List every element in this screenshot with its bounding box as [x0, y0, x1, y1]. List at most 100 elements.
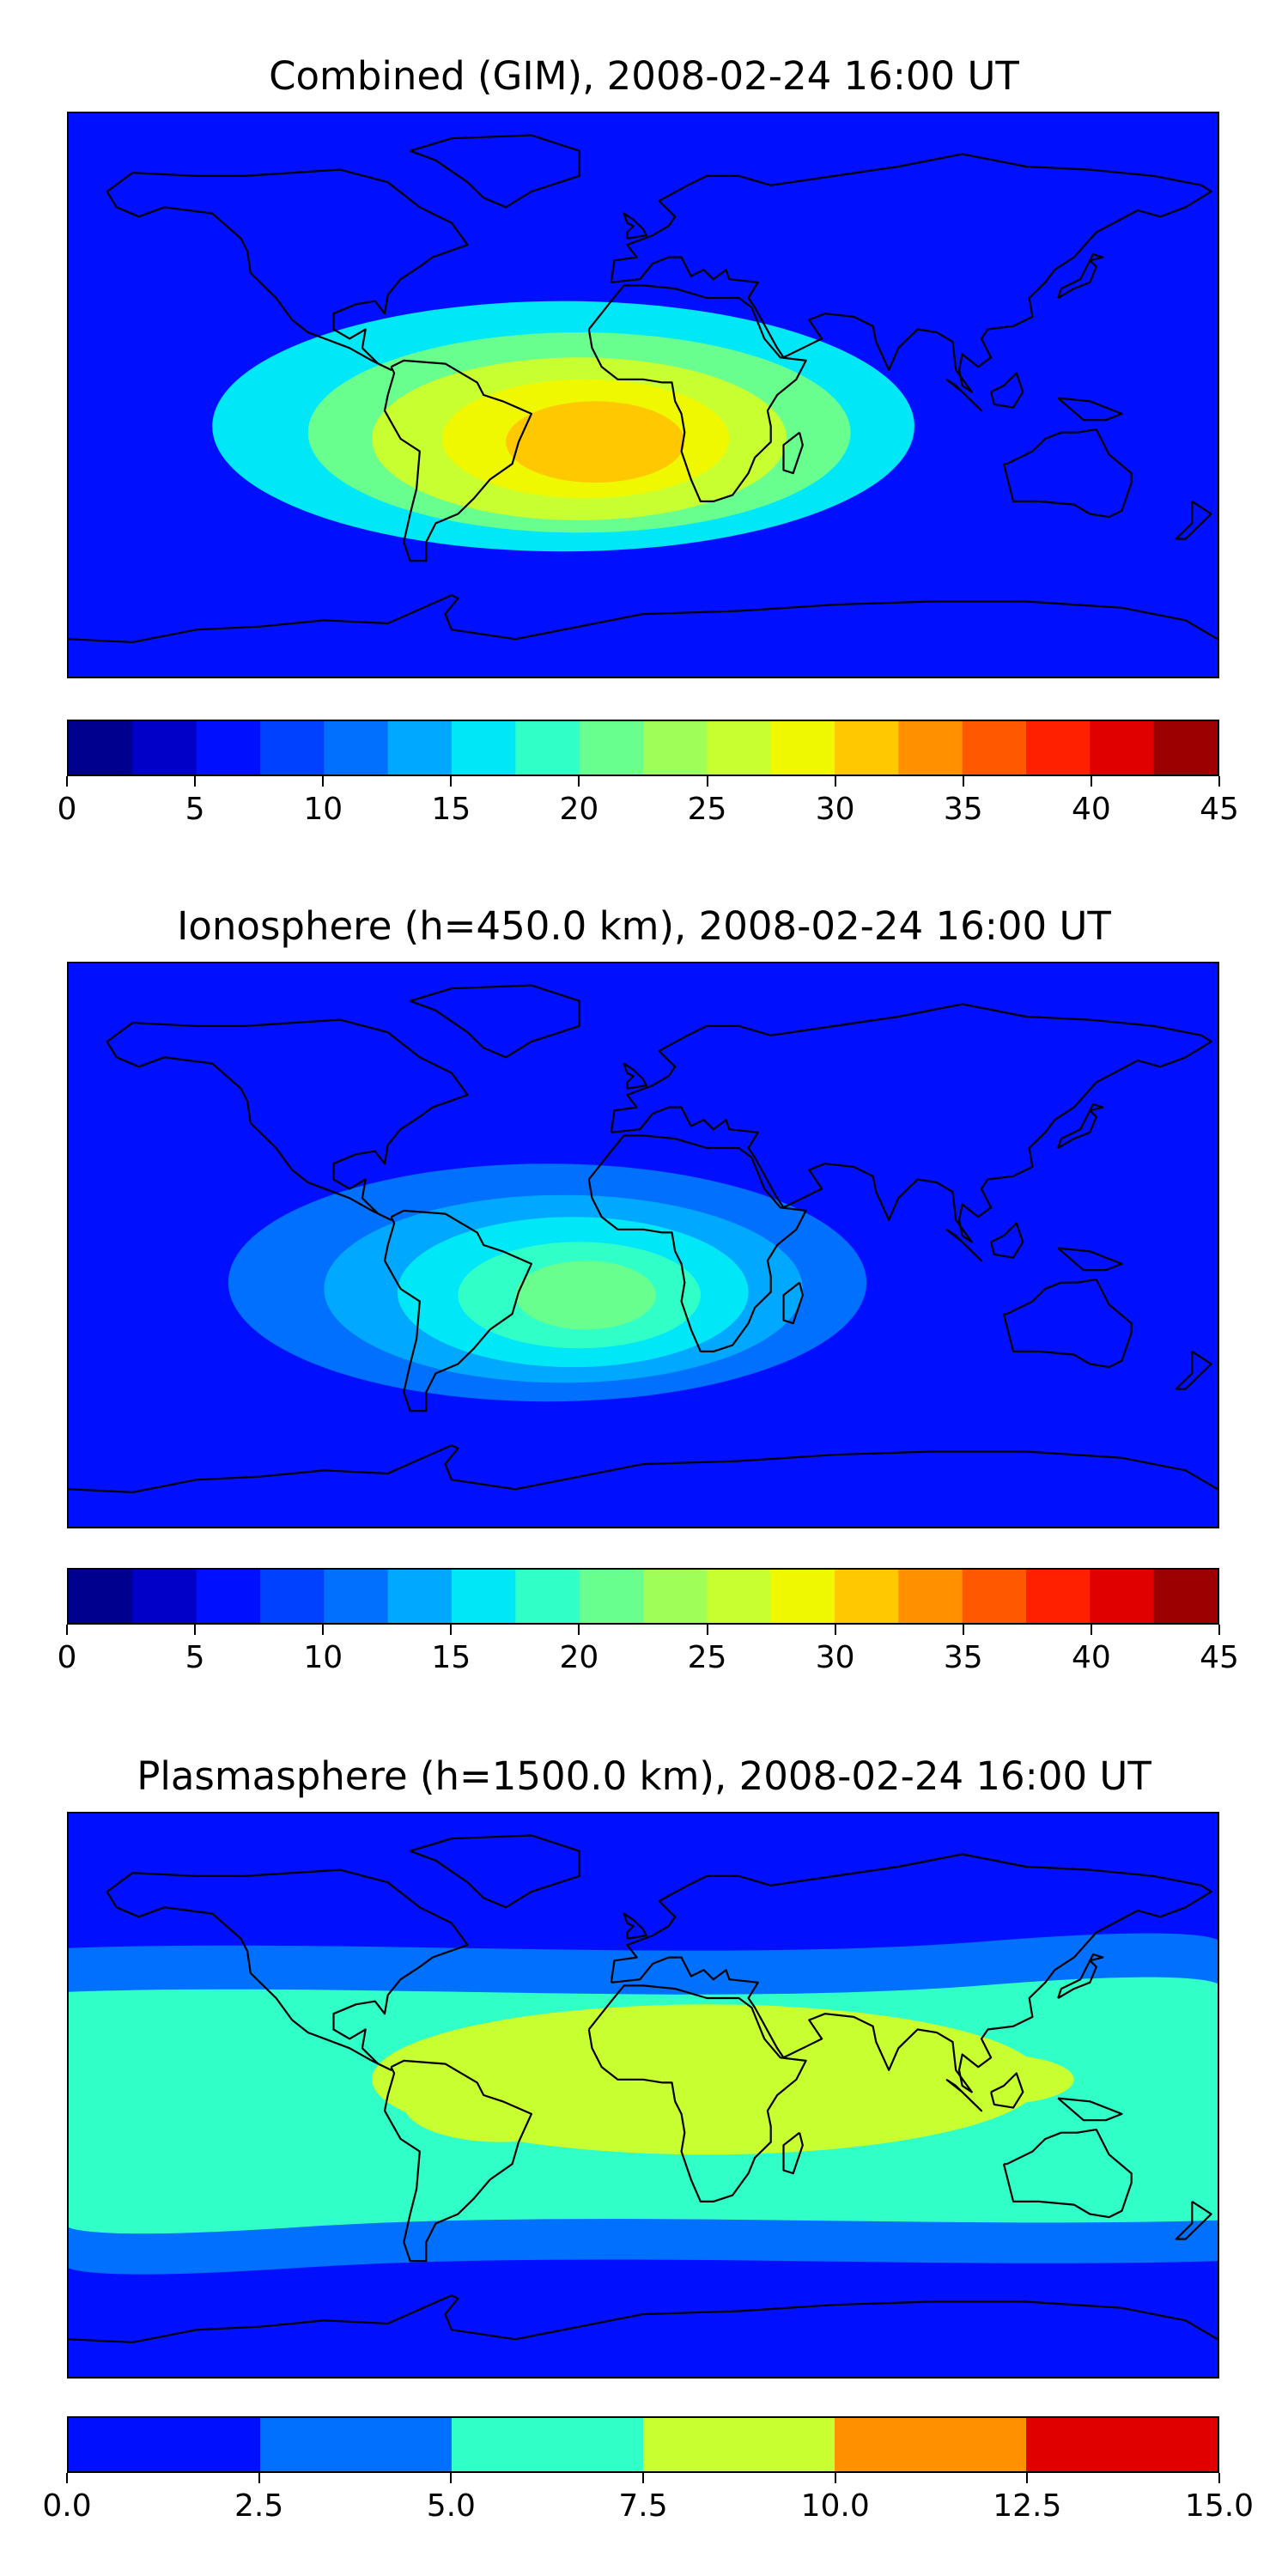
colorbar-tick [1218, 1625, 1220, 1635]
panel1-map-plot [69, 113, 1218, 677]
colorbar-swatch [643, 2418, 835, 2471]
coastline [610, 1853, 1212, 2093]
colorbar-swatch [770, 721, 835, 775]
coastline [610, 153, 1212, 393]
colorbar-swatch [452, 2418, 644, 2471]
colorbar-swatch [835, 1570, 899, 1623]
colorbar-swatch [69, 2418, 261, 2471]
coastline [410, 1834, 580, 1909]
colorbar-swatch [579, 1570, 644, 1623]
coastline [587, 284, 807, 502]
colorbar-swatch [1026, 721, 1091, 775]
colorbar-swatch [260, 2418, 453, 2471]
colorbar-swatch [515, 1570, 580, 1623]
coastline [383, 2059, 532, 2263]
colorbar-tick [962, 1625, 964, 1635]
colorbar-tick-label: 5 [185, 792, 205, 827]
colorbar-tick-label: 15.0 [1184, 2488, 1255, 2524]
colorbar-tick-label: 15 [431, 1640, 471, 1675]
colorbar-swatch [69, 1570, 133, 1623]
colorbar-tick [258, 2473, 260, 2483]
colorbar-tick-label: 10.0 [800, 2488, 870, 2524]
colorbar-tick [1090, 776, 1092, 787]
coastline [1002, 2129, 1133, 2219]
coastline [410, 984, 580, 1059]
contour-region [515, 1261, 656, 1330]
coastline [945, 1228, 983, 1262]
coastline [1057, 1247, 1123, 1272]
colorbar-tick-label: 35 [943, 792, 983, 827]
colorbar-swatch [579, 721, 644, 775]
colorbar-tick [450, 1625, 453, 1635]
colorbar-tick [1218, 776, 1220, 787]
colorbar-swatch [643, 721, 708, 775]
coastline [610, 1003, 1212, 1243]
panel3-map [67, 1812, 1219, 2379]
coastline [990, 2072, 1024, 2109]
coastline [623, 1912, 647, 1940]
colorbar-tick [962, 776, 964, 787]
colorbar-swatch [770, 1570, 835, 1623]
contour-region [914, 2054, 1074, 2105]
coastline [587, 1984, 807, 2202]
colorbar-swatch [324, 721, 389, 775]
coastline [383, 359, 532, 562]
contour-region [404, 2067, 596, 2142]
colorbar-tick-label: 20 [559, 792, 599, 827]
panel3-title: Plasmasphere (h=1500.0 km), 2008-02-24 1… [137, 1753, 1151, 1799]
colorbar-tick [322, 776, 325, 787]
colorbar-tick-label: 0 [57, 792, 77, 827]
colorbar-tick [1090, 1625, 1092, 1635]
coastline [945, 378, 983, 412]
colorbar-tick-label: 45 [1200, 792, 1239, 827]
coastline [623, 212, 647, 240]
panel2-map [67, 962, 1219, 1528]
colorbar-tick-label: 12.5 [993, 2488, 1062, 2524]
colorbar-tick [66, 2473, 68, 2483]
colorbar-swatch [962, 1570, 1027, 1623]
panel1-colorbar-swatches [69, 721, 1218, 775]
colorbar-tick [66, 1625, 68, 1635]
coastline [623, 1062, 647, 1090]
colorbar-tick-label: 40 [1071, 792, 1111, 827]
coastline [106, 1018, 469, 1221]
colorbar-swatch [515, 721, 580, 775]
coastline [410, 134, 580, 209]
coastline [1175, 500, 1212, 540]
colorbar-tick [66, 776, 68, 787]
colorbar-swatch [452, 1570, 516, 1623]
coastline [383, 1209, 532, 1413]
colorbar-swatch [387, 721, 453, 775]
coastline [1057, 397, 1123, 422]
panel2-title: Ionosphere (h=450.0 km), 2008-02-24 16:0… [177, 903, 1111, 949]
coastline [1002, 1279, 1133, 1369]
colorbar-swatch [260, 721, 325, 775]
colorbar-swatch [1090, 721, 1155, 775]
colorbar-swatch [898, 1570, 963, 1623]
colorbar-swatch [962, 721, 1027, 775]
colorbar-tick-label: 2.5 [234, 2488, 284, 2524]
panel3-map-plot [69, 1814, 1218, 2377]
colorbar-swatch [1026, 1570, 1091, 1623]
contour-region [506, 401, 685, 483]
colorbar-swatch [1090, 1570, 1155, 1623]
colorbar-swatch [707, 1570, 772, 1623]
colorbar-tick [578, 776, 580, 787]
panel1-title: Combined (GIM), 2008-02-24 16:00 UT [269, 53, 1019, 99]
colorbar-swatch [69, 721, 133, 775]
colorbar-swatch [132, 1570, 197, 1623]
coastline [782, 2131, 804, 2175]
coastline [1057, 2097, 1123, 2122]
colorbar-tick-label: 5.0 [426, 2488, 476, 2524]
panel2-colorbar-ticks: 0 5 10 15 20 25 30 35 40 45 [58, 1625, 1239, 1685]
colorbar-swatch [835, 721, 899, 775]
colorbar-tick [450, 776, 453, 787]
colorbar-swatch [835, 2418, 1027, 2471]
colorbar-tick-label: 25 [687, 1640, 727, 1675]
colorbar-tick [834, 1625, 836, 1635]
colorbar-swatch [387, 1570, 453, 1623]
colorbar-tick-label: 45 [1200, 1640, 1239, 1675]
colorbar-tick [706, 776, 708, 787]
colorbar-swatch [1153, 721, 1218, 775]
colorbar-tick-label: 0 [57, 1640, 77, 1675]
